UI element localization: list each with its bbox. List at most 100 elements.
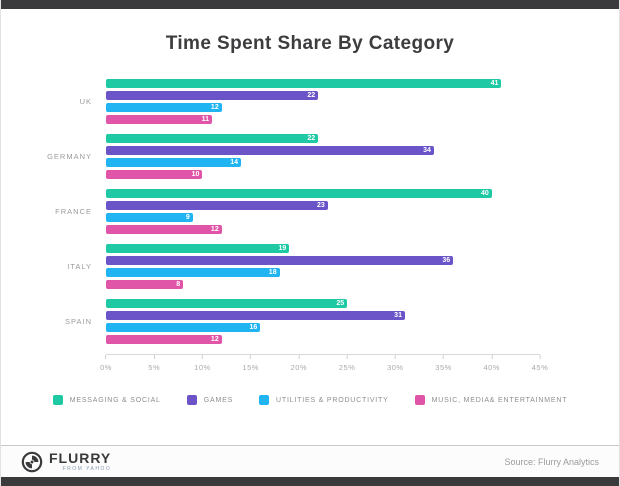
tick-mark [298, 355, 300, 359]
flurry-logo-icon [21, 451, 43, 473]
x-axis-tick: 40% [484, 355, 501, 372]
bars-container: 19 36 18 8 [106, 244, 540, 289]
bar-france-games: 23 [106, 201, 328, 210]
bar-germany-messaging-social: 22 [106, 134, 319, 143]
x-axis-tick: 5% [148, 355, 160, 372]
tick-label: 5% [148, 363, 161, 372]
brand-name: FLURRY [49, 449, 112, 466]
bar-value-label: 16 [249, 324, 258, 331]
category-label: SPAIN [65, 317, 92, 326]
bar-value-label: 36 [442, 257, 451, 264]
x-axis-tick: 30% [387, 355, 404, 372]
bar-germany-music-media-entertainment: 10 [106, 170, 203, 179]
tick-label: 0% [100, 363, 112, 372]
bar-italy-utilities-productivity: 18 [106, 268, 280, 277]
bottom-accent-bar [1, 477, 619, 486]
tick-label: 20% [290, 363, 308, 372]
bar-value-label: 41 [490, 80, 499, 87]
legend-item-games: GAMES [186, 395, 234, 405]
bar-value-label: 12 [210, 104, 219, 111]
bar-spain-utilities-productivity: 16 [106, 323, 261, 332]
bar-chart: UK 41 22 12 11 GERMANY 22 34 14 10 FRANCE 40 23 9 12 IT… [1, 79, 619, 377]
tick-label: 15% [242, 363, 259, 372]
bar-group-germany: GERMANY 22 34 14 10 [1, 134, 619, 179]
x-axis-tick: 10% [194, 355, 211, 372]
bar-spain-messaging-social: 25 [106, 299, 348, 308]
legend-item-utilities-productivity: UTILITIES & PRODUCTIVITY [259, 395, 389, 405]
bar-value-label: 12 [210, 336, 219, 343]
legend-item-messaging-social: MESSAGING & SOCIAL [52, 395, 161, 405]
bar-value-label: 19 [278, 245, 287, 252]
tick-label: 25% [338, 363, 356, 372]
x-axis-tick: 35% [435, 355, 452, 372]
bar-value-label: 22 [307, 92, 316, 99]
bar-value-label: 9 [185, 214, 190, 221]
legend-swatch-icon [414, 395, 425, 405]
bar-value-label: 22 [307, 135, 316, 142]
bars-container: 40 23 9 12 [106, 189, 540, 234]
bars-container: 25 31 16 12 [106, 299, 540, 344]
tick-mark [250, 355, 252, 359]
tick-mark [443, 355, 445, 359]
bar-value-label: 25 [336, 300, 345, 307]
x-axis-tick: 0% [100, 355, 112, 372]
tick-mark [539, 355, 541, 359]
brand: FLURRY FROM YAHOO [21, 451, 111, 473]
category-label: UK [79, 97, 92, 106]
bar-value-label: 8 [176, 281, 181, 288]
x-axis-tick: 20% [291, 355, 308, 372]
bar-value-label: 34 [423, 147, 431, 154]
bar-value-label: 11 [201, 116, 210, 123]
bar-group-italy: ITALY 19 36 18 8 [1, 244, 619, 289]
bars-container: 22 34 14 10 [106, 134, 540, 179]
x-axis-tick: 15% [242, 355, 259, 372]
bar-france-utilities-productivity: 9 [106, 213, 193, 222]
bar-spain-music-media-entertainment: 12 [106, 335, 222, 344]
bars-container: 41 22 12 11 [106, 79, 540, 124]
bar-uk-music-media-entertainment: 11 [106, 115, 213, 124]
chart-title: Time Spent Share By Category [165, 33, 455, 54]
footer: FLURRY FROM YAHOO Source: Flurry Analyti… [1, 445, 619, 477]
source-attribution: Source: Flurry Analytics [504, 456, 599, 467]
bar-france-music-media-entertainment: 12 [106, 225, 222, 234]
bar-spain-games: 31 [106, 311, 405, 320]
tick-label: 40% [483, 363, 501, 372]
legend-label: GAMES [203, 396, 234, 404]
axis-spacer [1, 354, 106, 377]
x-axis-tick: 25% [339, 355, 356, 372]
legend-label: UTILITIES & PRODUCTIVITY [276, 396, 389, 404]
bar-value-label: 10 [191, 171, 200, 178]
x-axis-tick: 45% [532, 355, 549, 372]
legend-swatch-icon [186, 395, 197, 405]
legend-label: MESSAGING & SOCIAL [69, 396, 161, 404]
tick-label: 30% [387, 363, 404, 372]
legend-label: MUSIC, MEDIA& ENTERTAINMENT [431, 396, 568, 404]
tick-mark [201, 355, 203, 359]
bar-group-france: FRANCE 40 23 9 12 [1, 189, 619, 234]
bar-value-label: 40 [480, 190, 489, 197]
tick-mark [105, 355, 107, 359]
bar-value-label: 18 [268, 269, 277, 276]
category-label: ITALY [67, 262, 92, 271]
bar-value-label: 31 [394, 312, 402, 319]
category-label: FRANCE [55, 207, 92, 216]
tick-label: 45% [531, 363, 549, 372]
bar-germany-games: 34 [106, 146, 434, 155]
legend-item-music-media-entertainment: MUSIC, MEDIA& ENTERTAINMENT [414, 395, 568, 405]
bar-france-messaging-social: 40 [106, 189, 492, 198]
bar-italy-music-media-entertainment: 8 [106, 280, 184, 289]
category-label: GERMANY [47, 152, 92, 161]
tick-mark [346, 355, 348, 359]
tick-label: 35% [435, 363, 452, 372]
bar-value-label: 12 [210, 226, 219, 233]
bar-germany-utilities-productivity: 14 [106, 158, 242, 167]
tick-mark [153, 355, 155, 359]
bar-italy-games: 36 [106, 256, 454, 265]
bar-uk-utilities-productivity: 12 [106, 103, 222, 112]
brand-subtitle: FROM YAHOO [62, 465, 112, 472]
bar-value-label: 23 [317, 202, 325, 209]
bar-value-label: 14 [230, 159, 239, 166]
top-accent-bar [1, 0, 619, 9]
legend-swatch-icon [259, 395, 270, 405]
bar-uk-messaging-social: 41 [106, 79, 502, 88]
